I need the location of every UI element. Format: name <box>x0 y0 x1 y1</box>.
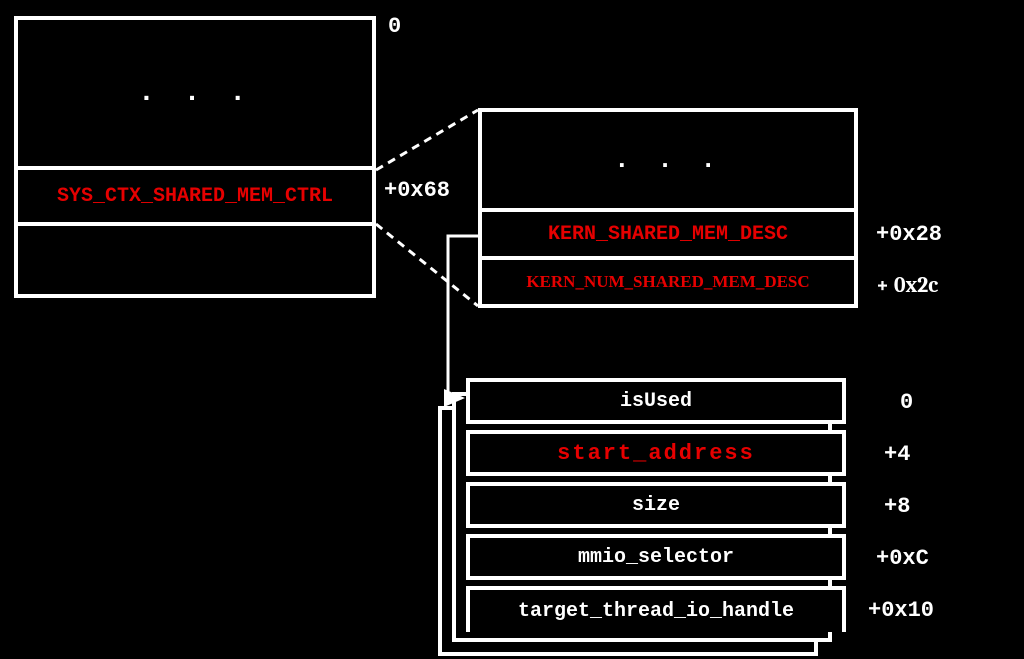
struct2-row1-offset: +0x28 <box>876 222 942 247</box>
struct2-row2-offset: + 0x2c <box>876 272 938 298</box>
struct3-row-1-offset: +4 <box>884 442 910 467</box>
struct3-row-4-label: target_thread_io_handle <box>518 600 794 623</box>
struct3-row-4: target_thread_io_handle <box>466 586 846 632</box>
struct3-row-2-label: size <box>632 494 680 517</box>
struct3-row-1: start_address <box>466 430 846 476</box>
struct3-row-4-offset: +0x10 <box>868 598 934 623</box>
struct3-row-1-label: start_address <box>557 441 755 466</box>
struct2-row2-label: KERN_NUM_SHARED_MEM_DESC <box>526 272 809 292</box>
struct3-row-3-offset: +0xC <box>876 546 929 571</box>
struct2-row-ellipsis: . . . <box>482 112 854 212</box>
struct3-row-3: mmio_selector <box>466 534 846 580</box>
struct2-box: . . . KERN_SHARED_MEM_DESC KERN_NUM_SHAR… <box>478 108 858 308</box>
struct2-ellipsis-text: . . . <box>614 145 722 175</box>
struct1-box: . . . SYS_CTX_SHARED_MEM_CTRL <box>14 16 376 298</box>
ellipsis-text: . . . <box>138 78 252 109</box>
struct2-row1: KERN_SHARED_MEM_DESC <box>482 212 854 260</box>
struct1-row-highlight: SYS_CTX_SHARED_MEM_CTRL <box>18 170 372 226</box>
struct1-offset-highlight: +0x68 <box>384 178 450 203</box>
struct1-row-ellipsis: . . . <box>18 20 372 170</box>
struct1-highlight-label: SYS_CTX_SHARED_MEM_CTRL <box>57 185 333 208</box>
struct3-row-2: size <box>466 482 846 528</box>
struct2-row1-label: KERN_SHARED_MEM_DESC <box>548 223 788 246</box>
struct3-row-3-label: mmio_selector <box>578 546 734 569</box>
struct3-row-0-label: isUsed <box>620 390 692 413</box>
struct3-box: isUsed start_address size mmio_selector … <box>466 378 846 632</box>
struct1-row-empty <box>18 226 372 290</box>
struct3-row-2-offset: +8 <box>884 494 910 519</box>
struct3-row-0: isUsed <box>466 378 846 424</box>
struct3-row-0-offset: 0 <box>900 390 913 415</box>
struct1-offset-top: 0 <box>388 14 401 39</box>
struct2-row2: KERN_NUM_SHARED_MEM_DESC <box>482 260 854 304</box>
